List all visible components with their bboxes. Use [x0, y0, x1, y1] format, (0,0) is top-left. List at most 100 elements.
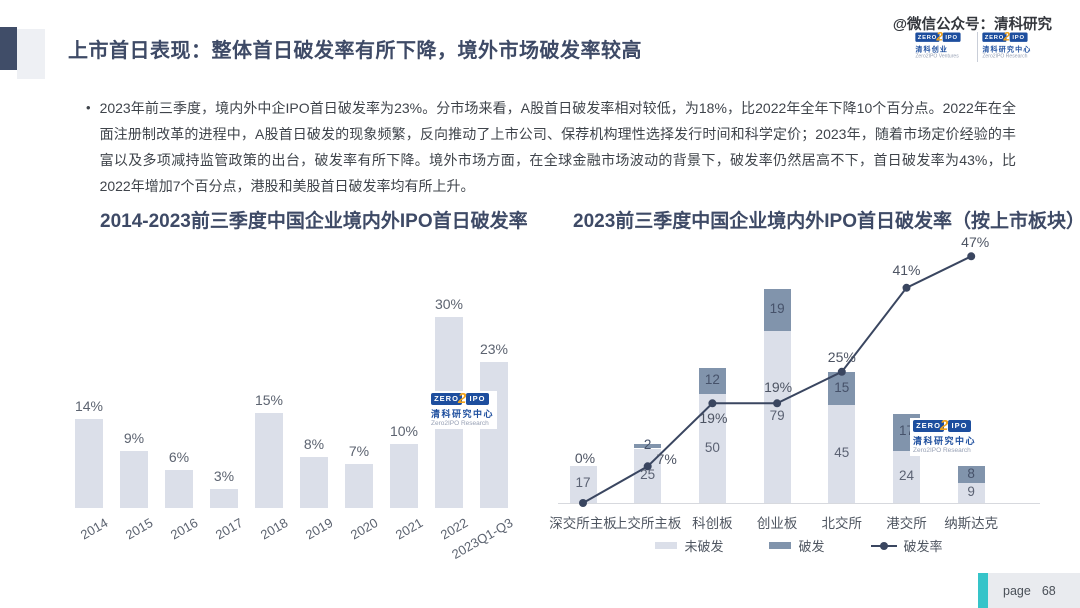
bar-2014 — [75, 419, 103, 508]
x-axis-label: 2018 — [257, 515, 291, 543]
logo-cn-label: 清科研究中心 — [431, 409, 495, 419]
logo-en-label: Zero2IPO Research — [982, 53, 1028, 60]
broken-count-label: 8 — [967, 465, 975, 481]
bar-2016 — [165, 470, 193, 508]
stack-unbroken-港交所 — [893, 450, 920, 503]
zero2ipo-badge-icon: ZERO 2 IPO — [913, 417, 971, 434]
bar-2021 — [390, 444, 418, 508]
unbroken-count-label: 50 — [704, 439, 720, 455]
summary-block: • 2023年前三季度，境内外中企IPO首日破发率为23%。分市场来看，A股首日… — [86, 95, 1016, 199]
rate-dot — [708, 399, 717, 408]
rate-value-label: 7% — [656, 451, 677, 468]
category-label: 科创板 — [692, 516, 733, 531]
x-axis-label: 2014 — [77, 515, 111, 543]
bar-value-label: 10% — [389, 423, 419, 439]
legend-swatch-unbroken — [655, 542, 678, 549]
legend-item-broken: 破发 — [769, 536, 825, 555]
page-number: 68 — [1041, 583, 1056, 598]
right-chart-plot: ZERO 2 IPO 清科研究中心 Zero2IPO Research 17 深交… — [549, 234, 1040, 531]
category-label: 北交所 — [821, 516, 863, 531]
zero2ipo-ventures-logo: ZERO 2 IPO 清科创业 Zero2IPO Ventures — [912, 30, 963, 61]
legend-line-icon — [870, 541, 897, 550]
chart-legend: 未破发 破发 破发率 — [558, 536, 1040, 555]
bar-value-label: 23% — [479, 341, 509, 357]
footer-accent-bar — [978, 573, 988, 608]
rate-value-label: 19% — [764, 379, 793, 396]
category-label: 创业板 — [756, 516, 798, 531]
header-accent-light — [17, 29, 45, 79]
stack-unbroken-北交所 — [828, 404, 856, 503]
unbroken-count-label: 17 — [575, 475, 591, 491]
logo-cn-label: 清科研究中心 — [913, 436, 977, 446]
zero2ipo-badge-icon: ZERO 2 IPO — [431, 390, 489, 407]
zero2ipo-badge-icon: ZERO 2 IPO — [915, 30, 961, 43]
rate-dot — [967, 252, 976, 261]
bar-value-label: 15% — [254, 392, 284, 408]
stack-broken-科创板 — [698, 367, 726, 394]
logo-cn-label: 清科研究中心 — [982, 45, 1032, 53]
rate-line-chart — [579, 252, 976, 507]
zero2ipo-badge-icon: ZERO 2 IPO — [982, 30, 1028, 43]
x-axis-label: 2016 — [167, 515, 201, 543]
broken-count-label: 19 — [769, 301, 785, 317]
legend-item-unbroken: 未破发 — [655, 536, 723, 555]
zero2ipo-research-logo: ZERO 2 IPO 清科研究中心 Zero2IPO Research — [979, 30, 1034, 61]
stack-broken-北交所 — [828, 372, 856, 405]
stack-broken-上交所主板 — [634, 444, 662, 449]
rate-dot — [643, 462, 652, 471]
zero2ipo-watermark-logo: ZERO 2 IPO 清科研究中心 Zero2IPO Research — [910, 417, 980, 456]
page-footer: page 68 — [978, 573, 1080, 608]
x-axis-label: 2021 — [392, 515, 426, 543]
rate-dot — [773, 399, 782, 408]
stack-unbroken-纳斯达克 — [957, 483, 985, 503]
legend-item-rate: 破发率 — [870, 536, 943, 555]
right-chart-title: 2023前三季度中国企业境内外IPO首日破发率（按上市板块） — [573, 211, 1080, 232]
legend-label-unbroken: 未破发 — [684, 539, 724, 554]
bar-2018 — [255, 413, 283, 508]
bar-value-label: 7% — [348, 443, 370, 459]
x-axis-label: 2015 — [122, 515, 156, 543]
rate-dot — [837, 367, 846, 376]
bar-2019 — [300, 457, 328, 508]
bar-2023Q1-Q3 — [480, 362, 508, 508]
bar-2017 — [210, 489, 238, 508]
unbroken-count-label: 24 — [898, 467, 915, 483]
broken-count-label: 2 — [643, 437, 652, 453]
left-chart-plot: ZERO 2 IPO 清科研究中心 Zero2IPO Research 14% 2… — [60, 295, 530, 565]
bar-value-label: 14% — [74, 398, 104, 414]
unbroken-count-label: 25 — [640, 466, 656, 482]
rate-value-label: 47% — [961, 234, 990, 251]
category-label: 纳斯达克 — [944, 516, 999, 531]
unbroken-count-label: 9 — [967, 484, 975, 500]
broken-count-label: 12 — [704, 371, 720, 387]
x-axis-label: 2017 — [212, 515, 246, 543]
legend-label-broken: 破发 — [798, 539, 825, 554]
stack-unbroken-创业板 — [763, 330, 791, 503]
bar-value-label: 30% — [434, 296, 464, 312]
page-title: 上市首日表现：整体首日破发率有所下降，境外市场破发率较高 — [68, 40, 642, 62]
left-chart-title: 2014-2023前三季度中国企业境内外IPO首日破发率 — [100, 211, 528, 232]
brand-logos: ZERO 2 IPO 清科创业 Zero2IPO Ventures ZERO 2… — [912, 30, 1049, 69]
unbroken-count-label: 45 — [834, 444, 850, 460]
legend-swatch-broken — [769, 542, 792, 549]
bar-2015 — [120, 451, 148, 508]
bar-value-label: 6% — [168, 449, 190, 465]
logo-cn-label: 清科创业 — [915, 45, 949, 53]
summary-paragraph: 2023年前三季度，境内外中企IPO首日破发率为23%。分市场来看，A股首日破发… — [99, 100, 1016, 194]
logo-divider — [976, 32, 978, 62]
header-accent-dark — [0, 27, 17, 70]
bullet-marker: • — [86, 100, 91, 115]
page-label: page — [1003, 583, 1031, 598]
wechat-watermark-text: @微信公众号：清科研究 — [892, 17, 1052, 33]
legend-dot-icon — [879, 541, 888, 550]
bar-value-label: 3% — [213, 468, 235, 484]
x-axis-label: 2019 — [302, 515, 336, 543]
x-axis-label: 2020 — [347, 515, 381, 543]
unbroken-count-label: 79 — [769, 407, 785, 423]
bar-value-label: 8% — [303, 436, 325, 452]
x-axis-line — [558, 503, 1040, 504]
broken-count-label: 15 — [834, 379, 850, 395]
logo-en-label: Zero2IPO Ventures — [915, 53, 959, 60]
logo-en-label: Zero2IPO Research — [913, 447, 971, 454]
